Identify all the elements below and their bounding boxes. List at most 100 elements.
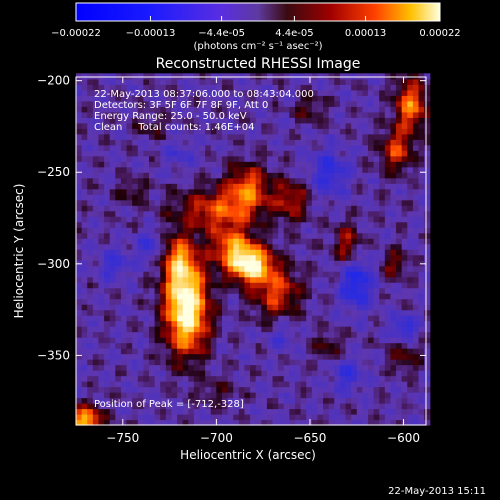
heatmap-cell (261, 194, 268, 201)
heatmap-cell (216, 353, 223, 360)
heatmap-cell (182, 216, 189, 223)
heatmap-cell (221, 375, 229, 382)
heatmap-cell (81, 194, 88, 201)
heatmap-cell (339, 194, 347, 201)
heatmap-cell (221, 254, 229, 261)
heatmap-cell (356, 414, 363, 421)
heatmap-cell (233, 271, 240, 278)
heatmap-cell (250, 320, 257, 327)
heatmap-cell (115, 381, 122, 388)
heatmap-cell (272, 216, 279, 223)
heatmap-cell (339, 375, 347, 382)
heatmap-cell (396, 282, 403, 289)
heatmap-cell (401, 95, 408, 102)
heatmap-cell (384, 243, 392, 250)
heatmap-cell (148, 337, 156, 344)
heatmap-cell (210, 364, 217, 371)
heatmap-cell (244, 364, 251, 371)
heatmap-cell (233, 287, 240, 294)
heatmap-cell (148, 111, 156, 118)
heatmap-cell (283, 414, 290, 421)
heatmap-cell (261, 364, 268, 371)
heatmap-cell (272, 78, 279, 85)
heatmap-cell (418, 78, 425, 85)
heatmap-cell (266, 276, 274, 283)
heatmap-cell (160, 320, 167, 327)
heatmap-cell (98, 260, 105, 267)
heatmap-cell (98, 315, 105, 322)
heatmap-cell (193, 194, 201, 201)
heatmap-cell (261, 144, 268, 151)
heatmap-cell (199, 309, 206, 316)
heatmap-cell (87, 265, 94, 272)
heatmap-cell (98, 304, 105, 311)
heatmap-cell (221, 315, 229, 322)
heatmap-cell (261, 100, 268, 107)
heatmap-cell (283, 188, 290, 195)
heatmap-cell (407, 359, 414, 366)
heatmap-cell (87, 232, 94, 239)
heatmap-cell (328, 84, 335, 91)
heatmap-cell (328, 122, 335, 129)
heatmap-cell (205, 331, 212, 338)
heatmap-cell (115, 227, 122, 234)
heatmap-cell (171, 111, 178, 118)
heatmap-cell (233, 183, 240, 190)
heatmap-cell (193, 331, 201, 338)
heatmap-cell (289, 227, 296, 234)
heatmap-cell (266, 309, 274, 316)
heatmap-cell (182, 403, 189, 410)
heatmap-cell (261, 386, 268, 393)
heatmap-cell (311, 210, 319, 217)
heatmap-cell (182, 381, 189, 388)
heatmap-cell (98, 150, 105, 157)
heatmap-cell (317, 227, 324, 234)
heatmap-cell (193, 150, 201, 157)
heatmap-cell (266, 84, 274, 91)
heatmap-cell (109, 403, 116, 410)
heatmap-cell (255, 249, 262, 256)
heatmap-cell (132, 139, 139, 146)
heatmap-cell (137, 414, 144, 421)
heatmap-cell (81, 78, 88, 85)
heatmap-cell (334, 265, 341, 272)
heatmap-cell (188, 172, 195, 179)
heatmap-cell (221, 326, 229, 333)
heatmap-cell (379, 78, 386, 85)
heatmap-cell (418, 309, 425, 316)
heatmap-cell (356, 221, 363, 228)
heatmap-cell (205, 205, 212, 212)
heatmap-cell (221, 73, 229, 80)
heatmap-cell (210, 166, 217, 173)
heatmap-cell (81, 84, 88, 91)
heatmap-cell (126, 133, 133, 140)
heatmap-cell (210, 375, 217, 382)
heatmap-cell (126, 221, 133, 228)
heatmap-cell (300, 320, 307, 327)
heatmap-cell (199, 155, 206, 162)
heatmap-cell (266, 353, 274, 360)
heatmap-cell (278, 144, 285, 151)
heatmap-cell (283, 397, 290, 404)
heatmap-cell (193, 216, 201, 223)
heatmap-cell (424, 172, 431, 179)
heatmap-cell (373, 337, 380, 344)
heatmap-cell (278, 331, 285, 338)
heatmap-cell (424, 271, 431, 278)
heatmap-cell (362, 414, 369, 421)
heatmap-cell (328, 397, 335, 404)
heatmap-cell (188, 84, 195, 91)
heatmap-cell (109, 122, 116, 129)
heatmap-cell (120, 254, 128, 261)
heatmap-cell (323, 342, 330, 349)
heatmap-cell (367, 403, 375, 410)
heatmap-cell (384, 359, 392, 366)
heatmap-cell (317, 95, 324, 102)
heatmap-cell (362, 216, 369, 223)
heatmap-cell (216, 78, 223, 85)
heatmap-cell (317, 210, 324, 217)
heatmap-cell (126, 337, 133, 344)
heatmap-cell (160, 199, 167, 206)
heatmap-cell (143, 353, 150, 360)
heatmap-cell (407, 177, 414, 184)
